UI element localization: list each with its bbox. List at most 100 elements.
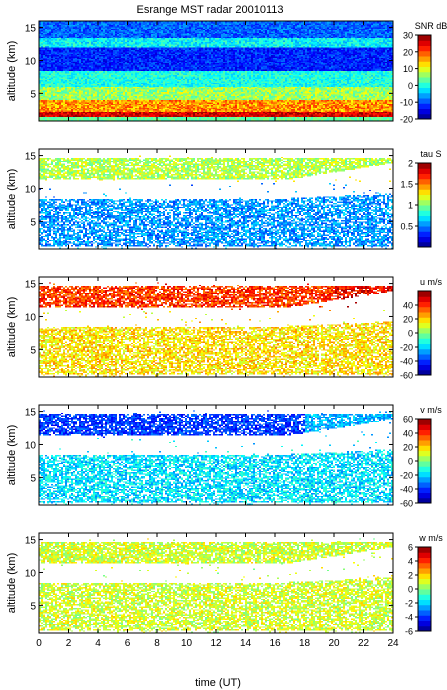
colorbar-swatch bbox=[418, 163, 431, 169]
y-tick-label: 10 bbox=[25, 312, 37, 323]
panel-v: 5 10 15 altitude (km) v m/s -60 -40 -20 0 20 40 60 bbox=[6, 404, 442, 509]
colorbar-tick-label: 6 bbox=[408, 543, 413, 553]
y-tick-label: 5 bbox=[30, 89, 36, 100]
colorbar-swatch bbox=[418, 625, 431, 632]
colorbar-swatch bbox=[418, 205, 431, 211]
colorbar-tick-label: -40 bbox=[400, 357, 413, 367]
colorbar-swatch bbox=[418, 450, 431, 457]
colorbar-swatch bbox=[418, 589, 431, 595]
x-tick-label: 20 bbox=[328, 638, 340, 649]
colorbar-tick-label: 30 bbox=[403, 31, 413, 41]
colorbar-swatch bbox=[418, 71, 431, 78]
colorbar-swatch bbox=[418, 364, 431, 371]
colorbar-swatch bbox=[418, 231, 431, 237]
colorbar-swatch bbox=[418, 296, 431, 302]
x-tick-label: 6 bbox=[125, 638, 131, 649]
colorbar-tick-label: -40 bbox=[400, 485, 413, 495]
colorbar-swatch bbox=[418, 557, 431, 564]
colorbar-tick-label: 0 bbox=[408, 329, 413, 339]
colorbar-swatch bbox=[418, 434, 431, 441]
y-tick-label: 5 bbox=[30, 217, 36, 228]
colorbar-swatch bbox=[418, 241, 431, 248]
colorbar-swatch bbox=[418, 168, 431, 174]
colorbar-tick-label: 1 bbox=[408, 201, 413, 211]
panel-tau: 5 10 15 altitude (km) tau S 0.5 1 1.5 2 bbox=[6, 148, 442, 250]
colorbar-swatch bbox=[418, 610, 431, 616]
colorbar-swatch bbox=[418, 476, 431, 483]
colorbar-tick-label: 0.5 bbox=[400, 222, 413, 232]
colorbar-swatch bbox=[418, 492, 431, 499]
colorbar-swatch bbox=[418, 552, 431, 558]
heatmap-SNR bbox=[39, 21, 393, 121]
y-axis-label: altitude (km) bbox=[6, 297, 18, 358]
colorbar-swatch bbox=[418, 562, 431, 569]
heatmap-u bbox=[39, 277, 393, 377]
y-tick-label: 10 bbox=[25, 56, 37, 67]
colorbar-swatch bbox=[418, 312, 431, 318]
colorbar-tick-label: -20 bbox=[400, 343, 413, 353]
colorbar-swatch bbox=[418, 599, 431, 606]
colorbar-swatch bbox=[418, 348, 431, 355]
colorbar-tick-label: 4 bbox=[408, 557, 413, 567]
colorbar-swatch bbox=[418, 291, 431, 297]
colorbar-tick-label: -60 bbox=[400, 499, 413, 509]
colorbar-swatch bbox=[418, 487, 431, 493]
colorbar-label: tau S bbox=[420, 149, 441, 159]
colorbar-swatch bbox=[418, 56, 431, 62]
colorbar-tick-label: -10 bbox=[400, 98, 413, 108]
y-tick-label: 10 bbox=[25, 440, 37, 451]
colorbar-swatch bbox=[418, 604, 431, 611]
colorbar-tick-label: 20 bbox=[403, 443, 413, 453]
colorbar-swatch bbox=[418, 194, 431, 201]
colorbar-swatch bbox=[418, 178, 431, 185]
colorbar-swatch bbox=[418, 327, 431, 334]
x-tick-label: 16 bbox=[269, 638, 281, 649]
heatmap-tau bbox=[39, 149, 393, 249]
colorbar-swatch bbox=[418, 455, 431, 462]
colorbar-tick-label: 40 bbox=[403, 301, 413, 311]
colorbar-swatch bbox=[418, 333, 431, 339]
colorbar-swatch bbox=[418, 583, 431, 590]
y-tick-label: 15 bbox=[25, 152, 37, 163]
colorbar-tick-label: 2 bbox=[408, 571, 413, 581]
colorbar-swatch bbox=[418, 547, 431, 553]
y-tick-label: 5 bbox=[30, 601, 36, 612]
colorbar-swatch bbox=[418, 103, 431, 109]
x-tick-label: 24 bbox=[387, 638, 399, 649]
colorbar-swatch bbox=[418, 594, 431, 600]
colorbar-label: v m/s bbox=[420, 405, 442, 415]
colorbar-swatch bbox=[418, 301, 431, 308]
y-axis-label: altitude (km) bbox=[6, 41, 18, 102]
y-tick-label: 10 bbox=[25, 568, 37, 579]
colorbar-swatch bbox=[418, 45, 431, 52]
colorbar-tick-label: 2 bbox=[408, 159, 413, 169]
colorbar-swatch bbox=[418, 445, 431, 451]
colorbar-tick-label: -20 bbox=[400, 115, 413, 125]
x-tick-label: 2 bbox=[66, 638, 72, 649]
colorbar-swatch bbox=[418, 482, 431, 488]
colorbar-swatch bbox=[418, 359, 431, 365]
y-axis-label: altitude (km) bbox=[6, 553, 18, 614]
y-tick-label: 5 bbox=[30, 345, 36, 356]
colorbar-swatch bbox=[418, 440, 431, 446]
colorbar-swatch bbox=[418, 82, 431, 88]
y-tick-label: 15 bbox=[25, 24, 37, 35]
colorbar-label: SNR dB bbox=[415, 21, 447, 31]
colorbar-swatch bbox=[418, 306, 431, 313]
colorbar-tick-label: 60 bbox=[403, 415, 413, 425]
colorbar-swatch bbox=[418, 220, 431, 227]
heatmap-v bbox=[39, 405, 393, 505]
x-axis-label: time (UT) bbox=[195, 677, 241, 689]
panel-SNR: 5 10 15 altitude (km) SNR dB -20 -10 0 10 20 30 bbox=[6, 20, 447, 125]
colorbar-swatch bbox=[418, 424, 431, 430]
colorbar-swatch bbox=[418, 338, 431, 344]
colorbar-swatch bbox=[418, 461, 431, 467]
colorbar-swatch bbox=[418, 61, 431, 67]
x-tick-label: 12 bbox=[210, 638, 222, 649]
colorbar-swatch bbox=[418, 92, 431, 99]
colorbar-tick-label: -4 bbox=[405, 613, 413, 623]
colorbar-tick-label: 0 bbox=[408, 81, 413, 91]
